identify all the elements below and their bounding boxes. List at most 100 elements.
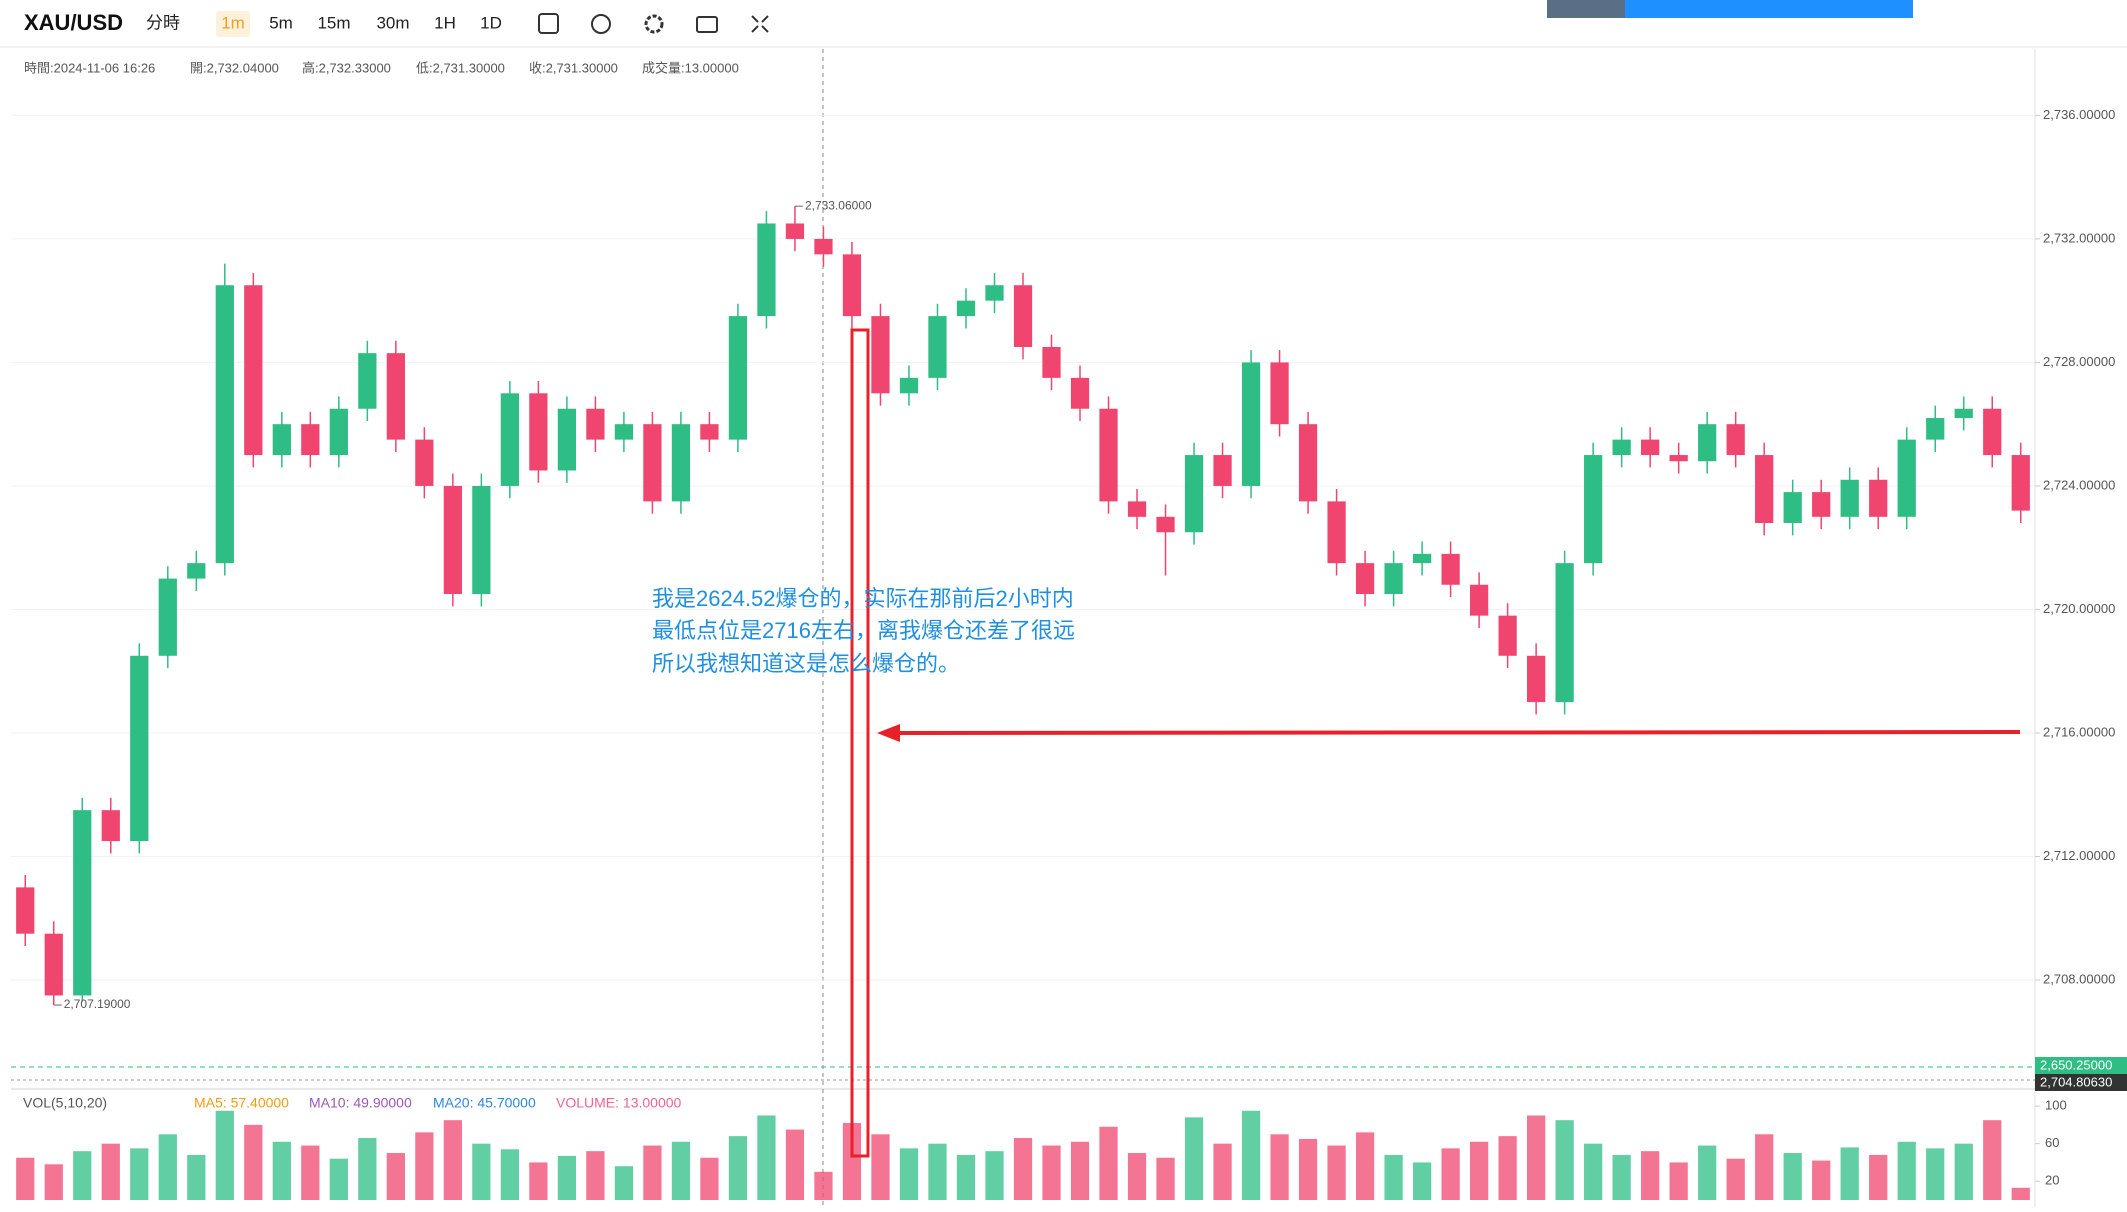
y-tick-label: 2,724.00000: [2043, 477, 2115, 492]
candle-body: [1384, 563, 1403, 595]
candle-body: [1270, 362, 1289, 425]
candle-body: [1755, 455, 1774, 523]
volume-bar: [814, 1171, 833, 1200]
volume-bar: [187, 1154, 206, 1200]
ohlc-info: 低:2,731.30000: [416, 60, 505, 75]
volume-bar: [1099, 1126, 1118, 1200]
volume-bar: [130, 1148, 149, 1200]
toolbar-icons: [538, 13, 769, 34]
camera-icon[interactable]: [696, 16, 718, 33]
volume-legend: VOL(5,10,20): [23, 1095, 107, 1111]
candle-body: [1412, 553, 1432, 564]
candle-body: [586, 408, 605, 440]
volume-bar: [1156, 1157, 1175, 1200]
candle-body: [1983, 408, 2002, 456]
candle-body: [928, 316, 947, 378]
highlight-box: [850, 328, 870, 1158]
interval-button[interactable]: 1D: [480, 13, 502, 32]
volume-bar: [301, 1145, 320, 1200]
candle-body: [1641, 439, 1660, 456]
volume-legend: MA5: 57.40000: [194, 1095, 289, 1111]
volume-bar: [1897, 1141, 1916, 1200]
volume-bar: [2011, 1187, 2030, 1200]
top-banner-tag: [1547, 0, 1625, 18]
volume-bar: [1270, 1134, 1289, 1200]
candle-body: [1099, 408, 1118, 502]
min-label: 2,707.19000: [64, 997, 131, 1011]
compare-icon[interactable]: [591, 14, 611, 34]
volume-bar: [1641, 1151, 1660, 1200]
volume-bar: [272, 1141, 291, 1200]
volume-bar: [1013, 1138, 1033, 1200]
candle-body: [1441, 553, 1460, 585]
candle-body: [1897, 439, 1916, 517]
volume-bar: [1926, 1148, 1945, 1200]
candle-body: [1527, 655, 1546, 703]
volume-bar: [73, 1151, 92, 1200]
volume-bar: [358, 1138, 377, 1200]
interval-button[interactable]: 30m: [376, 13, 409, 32]
interval-button[interactable]: 1m: [221, 13, 245, 32]
candle-body: [1840, 479, 1859, 517]
interval-button[interactable]: 1H: [434, 13, 456, 32]
volume-bar: [643, 1145, 662, 1200]
volume-bar: [614, 1166, 634, 1200]
y-tick-label: 2,720.00000: [2043, 601, 2115, 616]
interval-button[interactable]: 15m: [317, 13, 350, 32]
y-tick-label: 2,728.00000: [2043, 354, 2115, 369]
arrow-shaft: [894, 730, 2021, 735]
candle-body: [728, 316, 748, 440]
volume-bar: [1698, 1145, 1717, 1200]
candle-body: [1869, 479, 1888, 517]
fullscreen-icon[interactable]: [751, 15, 769, 33]
max-label: 2,733.06000: [805, 198, 872, 212]
candle-body: [899, 377, 919, 394]
volume-bar: [700, 1157, 719, 1200]
volume-bar: [244, 1124, 263, 1200]
ohlc-info: 開:2,732.04000: [190, 60, 279, 75]
candle-body: [1156, 516, 1175, 533]
top-banner: [1547, 0, 1913, 18]
candle-body: [614, 424, 634, 440]
volume-bar: [1384, 1154, 1403, 1200]
candle-body: [443, 485, 462, 595]
y-tick-label: 2,732.00000: [2043, 230, 2115, 245]
annotation: 我是2624.52爆仓的，实际在那前后2小时内: [652, 586, 1074, 611]
candle-body: [1327, 501, 1346, 564]
candle-body: [2011, 455, 2030, 511]
volume-bar: [16, 1157, 35, 1200]
volume-bar: [1042, 1145, 1061, 1200]
candle-body: [757, 223, 776, 317]
volume-bar: [500, 1149, 519, 1200]
y-tick-label: 2,736.00000: [2043, 107, 2115, 122]
volume-tick-label: 100: [2045, 1098, 2067, 1113]
indicator-icon[interactable]: [538, 13, 559, 34]
volume-bar: [1555, 1120, 1574, 1200]
y-tick-label: 2,708.00000: [2043, 971, 2115, 986]
y-tick-label: 2,712.00000: [2043, 848, 2115, 863]
volume-bar: [415, 1132, 434, 1200]
volume-bar: [1469, 1141, 1489, 1200]
interval-button[interactable]: 分時: [146, 13, 180, 32]
volume-bar: [557, 1155, 577, 1200]
candle-body: [1584, 455, 1603, 564]
volume-bar: [1527, 1115, 1546, 1200]
interval-button[interactable]: 5m: [269, 13, 293, 32]
symbol[interactable]: XAU/USD: [24, 10, 123, 35]
volume-bar: [1441, 1148, 1460, 1200]
candle-body: [529, 393, 548, 471]
volume-bar: [1612, 1154, 1631, 1200]
ohlc-info: 時間:2024-11-06 16:26: [24, 60, 155, 75]
volume-bar: [1983, 1120, 2002, 1200]
candle-body: [1783, 492, 1802, 523]
volume-bar: [985, 1151, 1004, 1200]
volume-bar: [785, 1129, 805, 1200]
ohlc-info: 收:2,731.30000: [529, 60, 618, 75]
candle-body: [1669, 455, 1688, 462]
volume-bar: [529, 1162, 548, 1200]
settings-icon[interactable]: [644, 14, 664, 34]
volume-bar: [871, 1134, 890, 1200]
candle-body: [785, 223, 805, 239]
interval-active-bg: [216, 11, 250, 37]
